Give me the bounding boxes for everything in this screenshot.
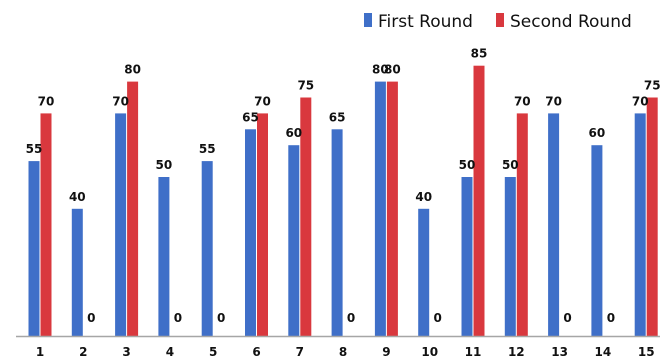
bar-first-round-9 bbox=[374, 81, 386, 336]
value-label-second-round-14: 0 bbox=[607, 311, 615, 325]
x-tick-label-14: 14 bbox=[595, 345, 612, 359]
value-label-first-round-6: 65 bbox=[242, 110, 259, 124]
x-tick-label-5: 5 bbox=[209, 345, 217, 359]
bar-first-round-2 bbox=[71, 208, 83, 336]
x-tick-label-11: 11 bbox=[465, 345, 482, 359]
value-label-first-round-2: 40 bbox=[69, 190, 86, 204]
value-label-second-round-6: 70 bbox=[254, 94, 271, 108]
value-label-first-round-13: 70 bbox=[545, 94, 562, 108]
x-tick-label-7: 7 bbox=[296, 345, 304, 359]
value-label-second-round-2: 0 bbox=[87, 311, 95, 325]
value-label-second-round-5: 0 bbox=[217, 311, 225, 325]
bar-first-round-1 bbox=[28, 161, 40, 336]
bar-second-round-3 bbox=[127, 81, 139, 336]
bar-first-round-5 bbox=[201, 161, 213, 336]
x-tick-labels-layer: 1 2 3 4 5 6 7 8 9 10 11 12 13 14 15 bbox=[36, 345, 655, 359]
value-label-second-round-12: 70 bbox=[514, 94, 531, 108]
value-label-first-round-5: 55 bbox=[199, 142, 216, 156]
value-label-first-round-9: 80 bbox=[372, 63, 389, 77]
value-label-second-round-4: 0 bbox=[174, 311, 182, 325]
x-tick-label-10: 10 bbox=[421, 345, 438, 359]
value-label-second-round-8: 0 bbox=[347, 311, 355, 325]
value-label-first-round-12: 50 bbox=[502, 158, 519, 172]
bar-second-round-9 bbox=[386, 81, 398, 336]
x-tick-label-13: 13 bbox=[551, 345, 568, 359]
x-tick-label-9: 9 bbox=[382, 345, 390, 359]
value-label-second-round-9: 80 bbox=[384, 63, 401, 77]
legend-label-first-round: First Round bbox=[378, 12, 473, 32]
value-label-first-round-3: 70 bbox=[112, 94, 129, 108]
value-label-second-round-3: 80 bbox=[124, 63, 141, 77]
x-tick-label-2: 2 bbox=[79, 345, 87, 359]
x-tick-label-3: 3 bbox=[122, 345, 130, 359]
bar-first-round-4 bbox=[158, 177, 170, 336]
value-label-first-round-7: 60 bbox=[285, 126, 302, 140]
value-label-first-round-4: 50 bbox=[156, 158, 173, 172]
value-label-first-round-15: 70 bbox=[632, 94, 649, 108]
bar-first-round-12 bbox=[504, 177, 516, 336]
bar-second-round-1 bbox=[40, 113, 52, 337]
bar-first-round-14 bbox=[591, 145, 603, 336]
value-label-first-round-10: 40 bbox=[415, 190, 432, 204]
bar-second-round-7 bbox=[300, 97, 312, 336]
x-tick-label-1: 1 bbox=[36, 345, 44, 359]
value-label-first-round-14: 60 bbox=[589, 126, 606, 140]
legend-swatch-second-round bbox=[496, 13, 504, 27]
bar-second-round-12 bbox=[516, 113, 528, 337]
value-label-first-round-11: 50 bbox=[459, 158, 476, 172]
legend-swatch-first-round bbox=[364, 13, 372, 27]
bar-first-round-7 bbox=[288, 145, 300, 336]
bar-first-round-15 bbox=[634, 113, 646, 337]
value-label-second-round-11: 85 bbox=[471, 47, 488, 61]
x-tick-label-8: 8 bbox=[339, 345, 347, 359]
bars-layer bbox=[28, 65, 658, 337]
bar-second-round-6 bbox=[257, 113, 268, 337]
bar-first-round-8 bbox=[331, 129, 343, 336]
legend: First Round Second Round bbox=[364, 12, 632, 32]
value-label-second-round-10: 0 bbox=[434, 311, 442, 325]
bar-second-round-15 bbox=[646, 97, 658, 336]
value-label-second-round-1: 70 bbox=[38, 94, 55, 108]
bar-first-round-6 bbox=[245, 129, 256, 336]
value-label-second-round-13: 0 bbox=[563, 311, 571, 325]
bar-first-round-10 bbox=[418, 208, 430, 336]
legend-label-second-round: Second Round bbox=[510, 12, 632, 32]
value-label-first-round-1: 55 bbox=[26, 142, 43, 156]
value-label-second-round-7: 75 bbox=[297, 79, 314, 93]
bar-first-round-11 bbox=[461, 177, 473, 336]
value-label-second-round-15: 75 bbox=[644, 79, 661, 93]
x-tick-label-12: 12 bbox=[508, 345, 525, 359]
value-labels-layer: 5570400708050055065706075650808040050855… bbox=[26, 47, 661, 325]
bar-first-round-13 bbox=[548, 113, 560, 337]
x-tick-label-15: 15 bbox=[638, 345, 655, 359]
x-tick-label-6: 6 bbox=[252, 345, 260, 359]
bar-first-round-3 bbox=[115, 113, 127, 337]
value-label-first-round-8: 65 bbox=[329, 110, 346, 124]
x-tick-label-4: 4 bbox=[166, 345, 174, 359]
bar-second-round-11 bbox=[473, 65, 485, 336]
